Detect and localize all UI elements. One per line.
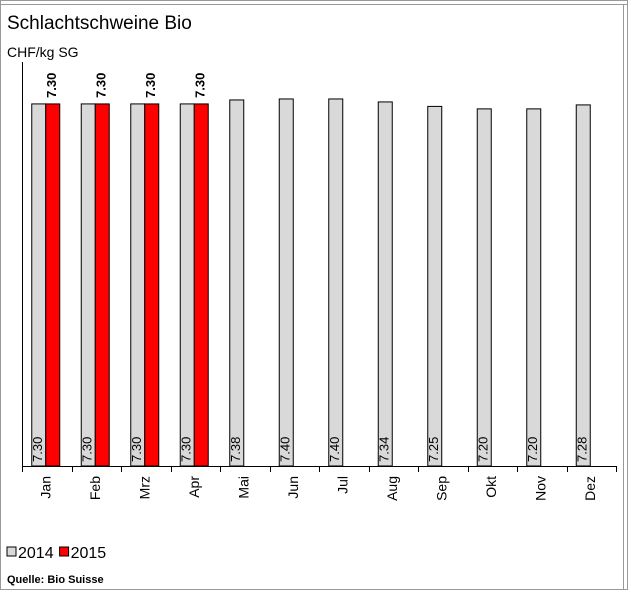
x-tick-label: Jun — [285, 476, 301, 499]
x-tick-label: Jan — [37, 476, 53, 499]
bar — [179, 103, 195, 467]
chart-title: Schlachtschweine Bio — [7, 13, 192, 34]
value-label: 7.30 — [44, 73, 59, 98]
x-tick-label: Mrz — [136, 476, 152, 499]
value-label: 7.30 — [143, 73, 158, 98]
bar — [377, 101, 393, 467]
value-label: 7.30 — [129, 437, 144, 462]
bar — [328, 98, 344, 467]
value-label: 7.20 — [476, 437, 491, 462]
x-tick-label: Feb — [87, 476, 103, 500]
x-tick-label: Okt — [483, 476, 499, 498]
value-label: 7.40 — [327, 437, 342, 462]
value-label: 7.40 — [278, 437, 293, 462]
legend-label: 2015 — [71, 545, 107, 562]
bar — [45, 103, 61, 467]
bar — [130, 103, 146, 467]
value-label: 7.30 — [94, 73, 109, 98]
bar — [427, 105, 443, 467]
bar — [80, 103, 96, 467]
x-tick-label: Apr — [186, 476, 202, 498]
bar — [94, 103, 110, 467]
bar — [193, 103, 209, 467]
bar — [229, 99, 245, 467]
x-tick-label: Mai — [235, 476, 251, 499]
legend-label: 2014 — [18, 545, 54, 562]
value-label: 7.34 — [377, 437, 392, 462]
bar — [31, 103, 47, 467]
value-label: 7.25 — [426, 437, 441, 462]
value-label: 7.28 — [575, 437, 590, 462]
x-tick-label: Aug — [384, 476, 400, 501]
value-label: 7.20 — [525, 437, 540, 462]
x-tick-label: Nov — [532, 476, 548, 501]
bar — [476, 108, 492, 467]
value-label: 7.30 — [80, 437, 95, 462]
x-tick-label: Sep — [433, 476, 449, 501]
x-tick-label: Dez — [582, 476, 598, 501]
x-tick-label: Jul — [334, 476, 350, 494]
legend-swatch — [6, 546, 17, 557]
value-label: 7.38 — [228, 437, 243, 462]
legend-swatch — [59, 546, 70, 557]
unit-label: CHF/kg SG — [7, 44, 79, 60]
value-label: 7.30 — [193, 73, 208, 98]
bar — [526, 108, 542, 467]
bar — [278, 98, 294, 467]
value-label: 7.30 — [179, 437, 194, 462]
value-label: 7.30 — [30, 437, 45, 462]
bar — [144, 103, 160, 467]
source: Quelle: Bio Suisse — [7, 574, 104, 586]
bar — [575, 104, 591, 467]
